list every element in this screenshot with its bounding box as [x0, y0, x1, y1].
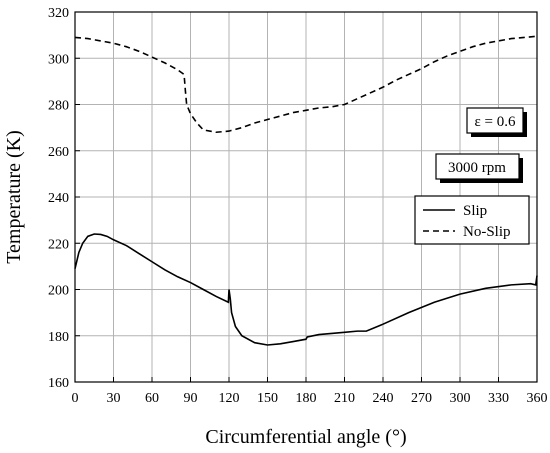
y-tick-label: 320	[48, 6, 69, 21]
x-tick-label: 120	[219, 391, 240, 406]
annotation-speed-box	[435, 153, 520, 180]
tick-labels: 0 30 60 90 120 150 180 210 240 270 300 330 360 160 180…	[48, 6, 548, 406]
y-tick-label: 300	[48, 52, 69, 67]
legend-box	[414, 195, 530, 245]
annotation-eccentricity: ε = 0.6	[466, 107, 527, 137]
x-tick-label: 240	[373, 391, 394, 406]
y-tick-label: 280	[48, 99, 69, 114]
x-tick-label: 180	[296, 391, 317, 406]
annotation-speed-text: 3000 rpm	[448, 160, 506, 176]
legend: Slip No-Slip	[414, 195, 530, 245]
y-tick-label: 240	[48, 191, 69, 206]
x-tick-label: 210	[334, 391, 355, 406]
x-tick-label: 360	[527, 391, 548, 406]
y-tick-label: 220	[48, 237, 69, 252]
x-tick-label: 90	[184, 391, 198, 406]
x-tick-label: 270	[411, 391, 432, 406]
x-tick-label: 300	[450, 391, 471, 406]
x-tick-label: 330	[488, 391, 509, 406]
legend-label-slip: Slip	[463, 203, 487, 219]
series-layer	[74, 35, 538, 346]
annotation-eccentricity-text: ε = 0.6	[474, 114, 516, 130]
y-tick-label: 200	[48, 284, 69, 299]
y-tick-label: 260	[48, 145, 69, 160]
annotation-speed: 3000 rpm	[435, 153, 523, 183]
series-line-slip	[74, 233, 538, 346]
y-tick-label: 180	[48, 330, 69, 345]
x-tick-label: 60	[145, 391, 159, 406]
x-tick-label: 30	[107, 391, 121, 406]
annotation-eccentricity-box	[466, 107, 524, 134]
y-tick-label: 160	[48, 376, 69, 391]
x-axis-label: Circumferential angle (°)	[205, 426, 406, 448]
series-line-no-slip	[74, 35, 538, 134]
x-tick-label: 0	[72, 391, 79, 406]
x-tick-label: 150	[257, 391, 278, 406]
legend-label-no-slip: No-Slip	[463, 224, 511, 240]
y-axis-label: Temperature (K)	[3, 130, 25, 264]
axis-ticks	[74, 11, 538, 383]
